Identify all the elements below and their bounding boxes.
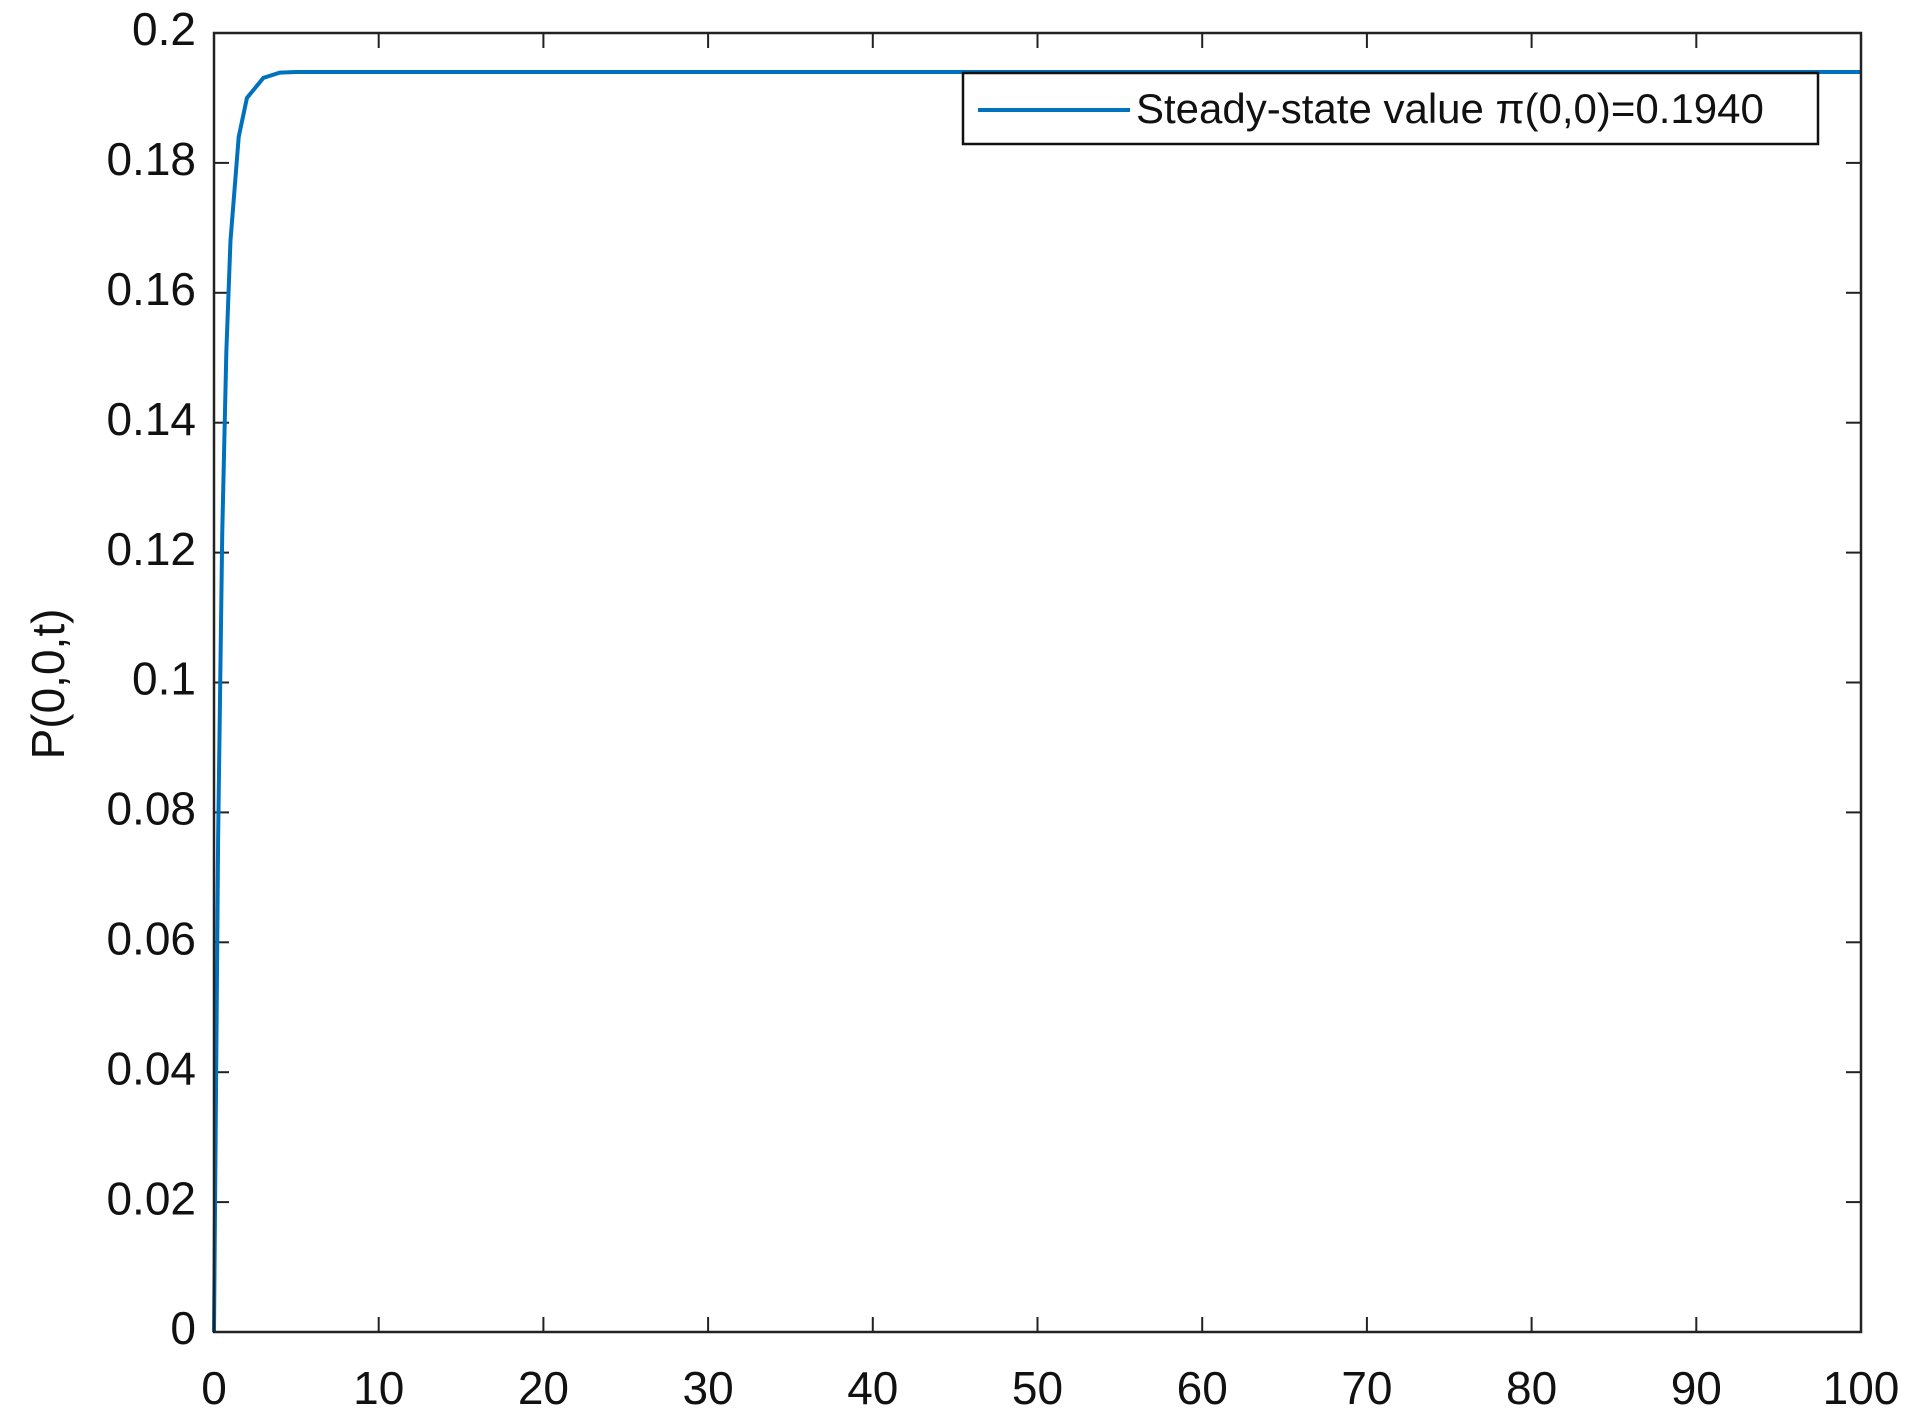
y-tick-label: 0.06	[106, 912, 196, 964]
legend-label: Steady-state value π(0,0)=0.1940	[1136, 85, 1764, 132]
y-tick-label: 0.12	[106, 523, 196, 575]
y-tick-label: 0.18	[106, 133, 196, 185]
x-tick-label: 0	[201, 1362, 227, 1414]
x-tick-label: 20	[518, 1362, 569, 1414]
y-tick-label: 0.04	[106, 1042, 196, 1094]
x-tick-label: 100	[1823, 1362, 1900, 1414]
y-axis-label: P(0,0,t)	[22, 609, 74, 760]
x-tick-label: 50	[1012, 1362, 1063, 1414]
x-tick-label: 10	[353, 1362, 404, 1414]
x-tick-label: 80	[1506, 1362, 1557, 1414]
x-tick-label: 90	[1671, 1362, 1722, 1414]
y-tick-label: 0.02	[106, 1172, 196, 1224]
y-tick-label: 0	[170, 1302, 196, 1354]
y-tick-label: 0.14	[106, 393, 196, 445]
y-tick-label: 0.1	[132, 653, 196, 705]
x-tick-label: 70	[1341, 1362, 1392, 1414]
plot-frame	[212, 31, 1863, 1334]
x-tick-label: 30	[683, 1362, 734, 1414]
y-tick-label: 0.2	[132, 3, 196, 55]
x-tick-label: 60	[1177, 1362, 1228, 1414]
y-tick-label: 0.08	[106, 783, 196, 835]
y-tick-label: 0.16	[106, 263, 196, 315]
x-tick-label: 40	[847, 1362, 898, 1414]
